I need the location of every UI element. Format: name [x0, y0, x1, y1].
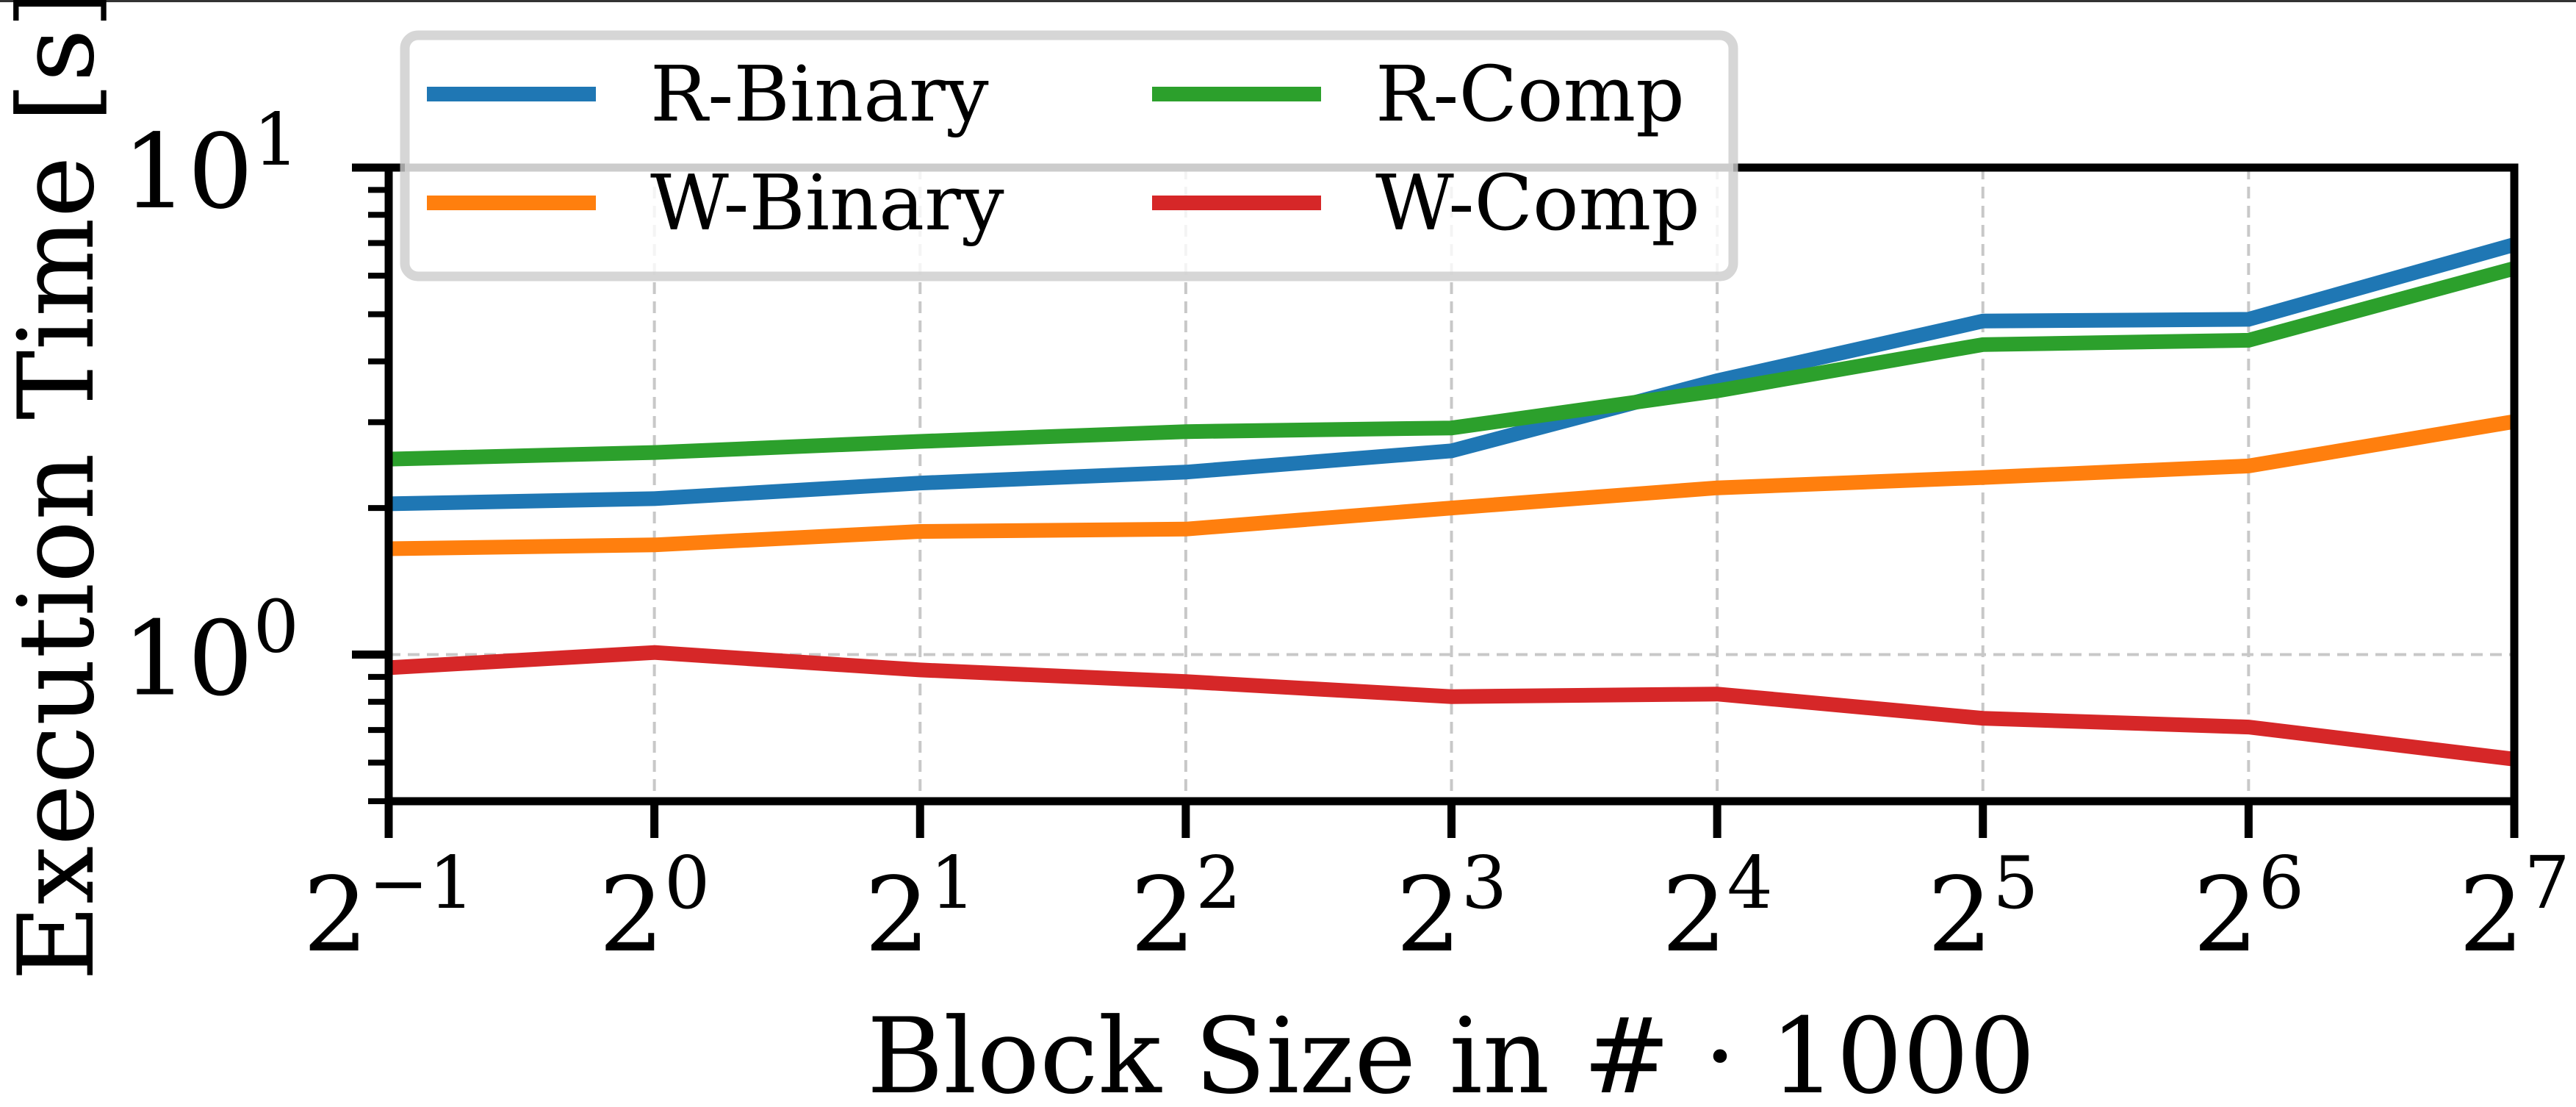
x-tick-base: 2 — [2458, 856, 2524, 975]
x-tick-base: 2 — [1396, 856, 1461, 975]
x-tick-label: 24 — [1661, 842, 1772, 975]
legend-label: R-Binary — [650, 49, 989, 139]
x-tick-exponent: 4 — [1727, 842, 1772, 925]
series-lines — [388, 237, 2516, 767]
x-tick-base: 2 — [1130, 856, 1195, 975]
x-tick-label: 21 — [865, 842, 976, 975]
legend-item-r-comp: R-Comp — [1152, 49, 1685, 139]
x-tick-base: 2 — [599, 856, 664, 975]
x-axis-ticks: 2−1 20 21 22 23 24 25 26 27 — [303, 801, 2570, 975]
legend-label: R-Comp — [1375, 49, 1685, 139]
x-tick-exponent: 7 — [2524, 842, 2569, 925]
series-line-r-binary — [388, 237, 2516, 512]
x-tick-label: 25 — [1927, 842, 2038, 975]
y-tick-label: 100 — [122, 586, 299, 720]
x-tick-base: 2 — [865, 856, 930, 975]
x-tick-label: 22 — [1130, 842, 1241, 975]
y-tick-label: 101 — [122, 98, 299, 232]
series-line-w-binary — [388, 414, 2516, 556]
legend-item-r-binary: R-Binary — [427, 49, 989, 139]
legend-label: W-Comp — [1375, 158, 1700, 248]
y-tick-base: 10 — [122, 112, 253, 232]
legend-frame — [400, 30, 1738, 282]
top-border-line — [0, 0, 2576, 2]
x-tick-label: 26 — [2193, 842, 2304, 975]
y-tick-base: 10 — [122, 600, 253, 720]
x-tick-base: 2 — [2193, 856, 2259, 975]
series-line-r-comp — [388, 261, 2516, 467]
x-axis-label: Block Size in # · 1000 — [867, 996, 2035, 1107]
x-tick-label: 27 — [2458, 842, 2569, 975]
y-tick-exponent: 1 — [253, 98, 299, 182]
x-tick-exponent: 1 — [930, 842, 976, 925]
x-tick-exponent: 3 — [1461, 842, 1507, 925]
x-tick-label: 23 — [1396, 842, 1507, 975]
x-tick-base: 2 — [1661, 856, 1727, 975]
x-tick-exponent: 0 — [664, 842, 710, 925]
x-tick-exponent: 5 — [1993, 842, 2038, 925]
x-tick-exponent: 6 — [2259, 842, 2304, 925]
y-axis-label: Execution Time [s] — [0, 0, 118, 981]
x-tick-exponent: 2 — [1195, 842, 1241, 925]
x-tick-label: 2−1 — [303, 842, 475, 975]
legend-item-w-comp: W-Comp — [1152, 158, 1700, 248]
y-tick-exponent: 0 — [253, 586, 299, 670]
x-tick-base: 2 — [303, 856, 368, 975]
x-tick-base: 2 — [1927, 856, 1993, 975]
legend: R-Binary W-Binary R-Comp W-Comp — [400, 30, 1738, 282]
series-line-w-comp — [388, 645, 2516, 767]
x-tick-exponent: −1 — [368, 842, 474, 925]
legend-label: W-Binary — [650, 158, 1004, 248]
legend-item-w-binary: W-Binary — [427, 158, 1004, 248]
x-tick-label: 20 — [599, 842, 710, 975]
